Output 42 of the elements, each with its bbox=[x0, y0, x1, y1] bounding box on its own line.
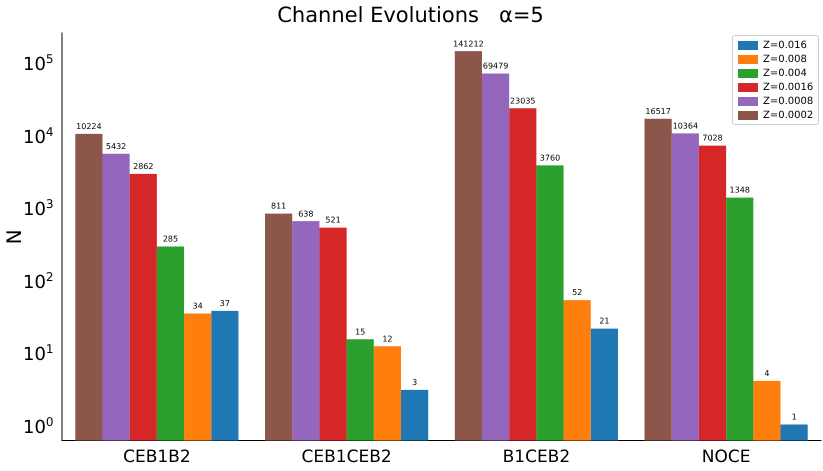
legend-label: Z=0.004 bbox=[763, 68, 807, 79]
data-label: 1348 bbox=[730, 186, 750, 195]
data-label: 12 bbox=[382, 334, 393, 344]
y-tick-label: 10$^{5}$ bbox=[23, 51, 54, 76]
data-label: 23035 bbox=[510, 96, 536, 106]
y-tick-label: 10$^{1}$ bbox=[23, 341, 54, 366]
y-axis-title: N bbox=[2, 229, 26, 244]
y-tick-label: 10$^{3}$ bbox=[23, 196, 54, 220]
data-label: 21 bbox=[599, 316, 610, 326]
y-tick-label: 10$^{0}$ bbox=[23, 414, 54, 438]
x-tick-label: B1CEB2 bbox=[502, 447, 570, 468]
data-label: 4 bbox=[764, 368, 770, 378]
legend-label: Z=0.008 bbox=[763, 54, 807, 65]
legend-label: Z=0.0002 bbox=[763, 110, 814, 121]
data-label: 141212 bbox=[453, 39, 484, 48]
x-tick-label: NOCE bbox=[702, 447, 750, 468]
data-label: 5432 bbox=[106, 142, 126, 151]
data-label: 10364 bbox=[672, 121, 698, 130]
legend-label: Z=0.0016 bbox=[763, 82, 814, 93]
x-tick-label: CEB1B2 bbox=[123, 447, 191, 468]
data-label: 52 bbox=[572, 288, 582, 298]
data-label: 34 bbox=[192, 302, 203, 311]
data-label: 3 bbox=[412, 378, 418, 388]
data-label: 1 bbox=[792, 412, 797, 422]
data-label: 69479 bbox=[482, 62, 508, 71]
data-label: 15 bbox=[355, 327, 366, 336]
legend-label: Z=0.0008 bbox=[763, 96, 814, 107]
data-label: 2862 bbox=[133, 162, 154, 172]
data-label: 285 bbox=[162, 234, 178, 244]
x-tick-label: CEB1CEB2 bbox=[302, 447, 392, 468]
data-label: 7028 bbox=[702, 134, 723, 143]
data-label: 638 bbox=[298, 209, 314, 218]
y-tick-label: 10$^{2}$ bbox=[23, 268, 54, 293]
data-label: 521 bbox=[325, 216, 341, 225]
y-tick-label: 10$^{4}$ bbox=[23, 124, 54, 148]
data-label: 10224 bbox=[76, 122, 102, 131]
data-label: 3760 bbox=[540, 153, 560, 162]
chart-title: Channel Evolutions α=5 bbox=[277, 3, 544, 28]
data-label: 37 bbox=[220, 298, 230, 308]
legend-label: Z=0.016 bbox=[763, 40, 807, 51]
data-label: 16517 bbox=[645, 106, 671, 116]
data-label: 811 bbox=[270, 202, 286, 211]
